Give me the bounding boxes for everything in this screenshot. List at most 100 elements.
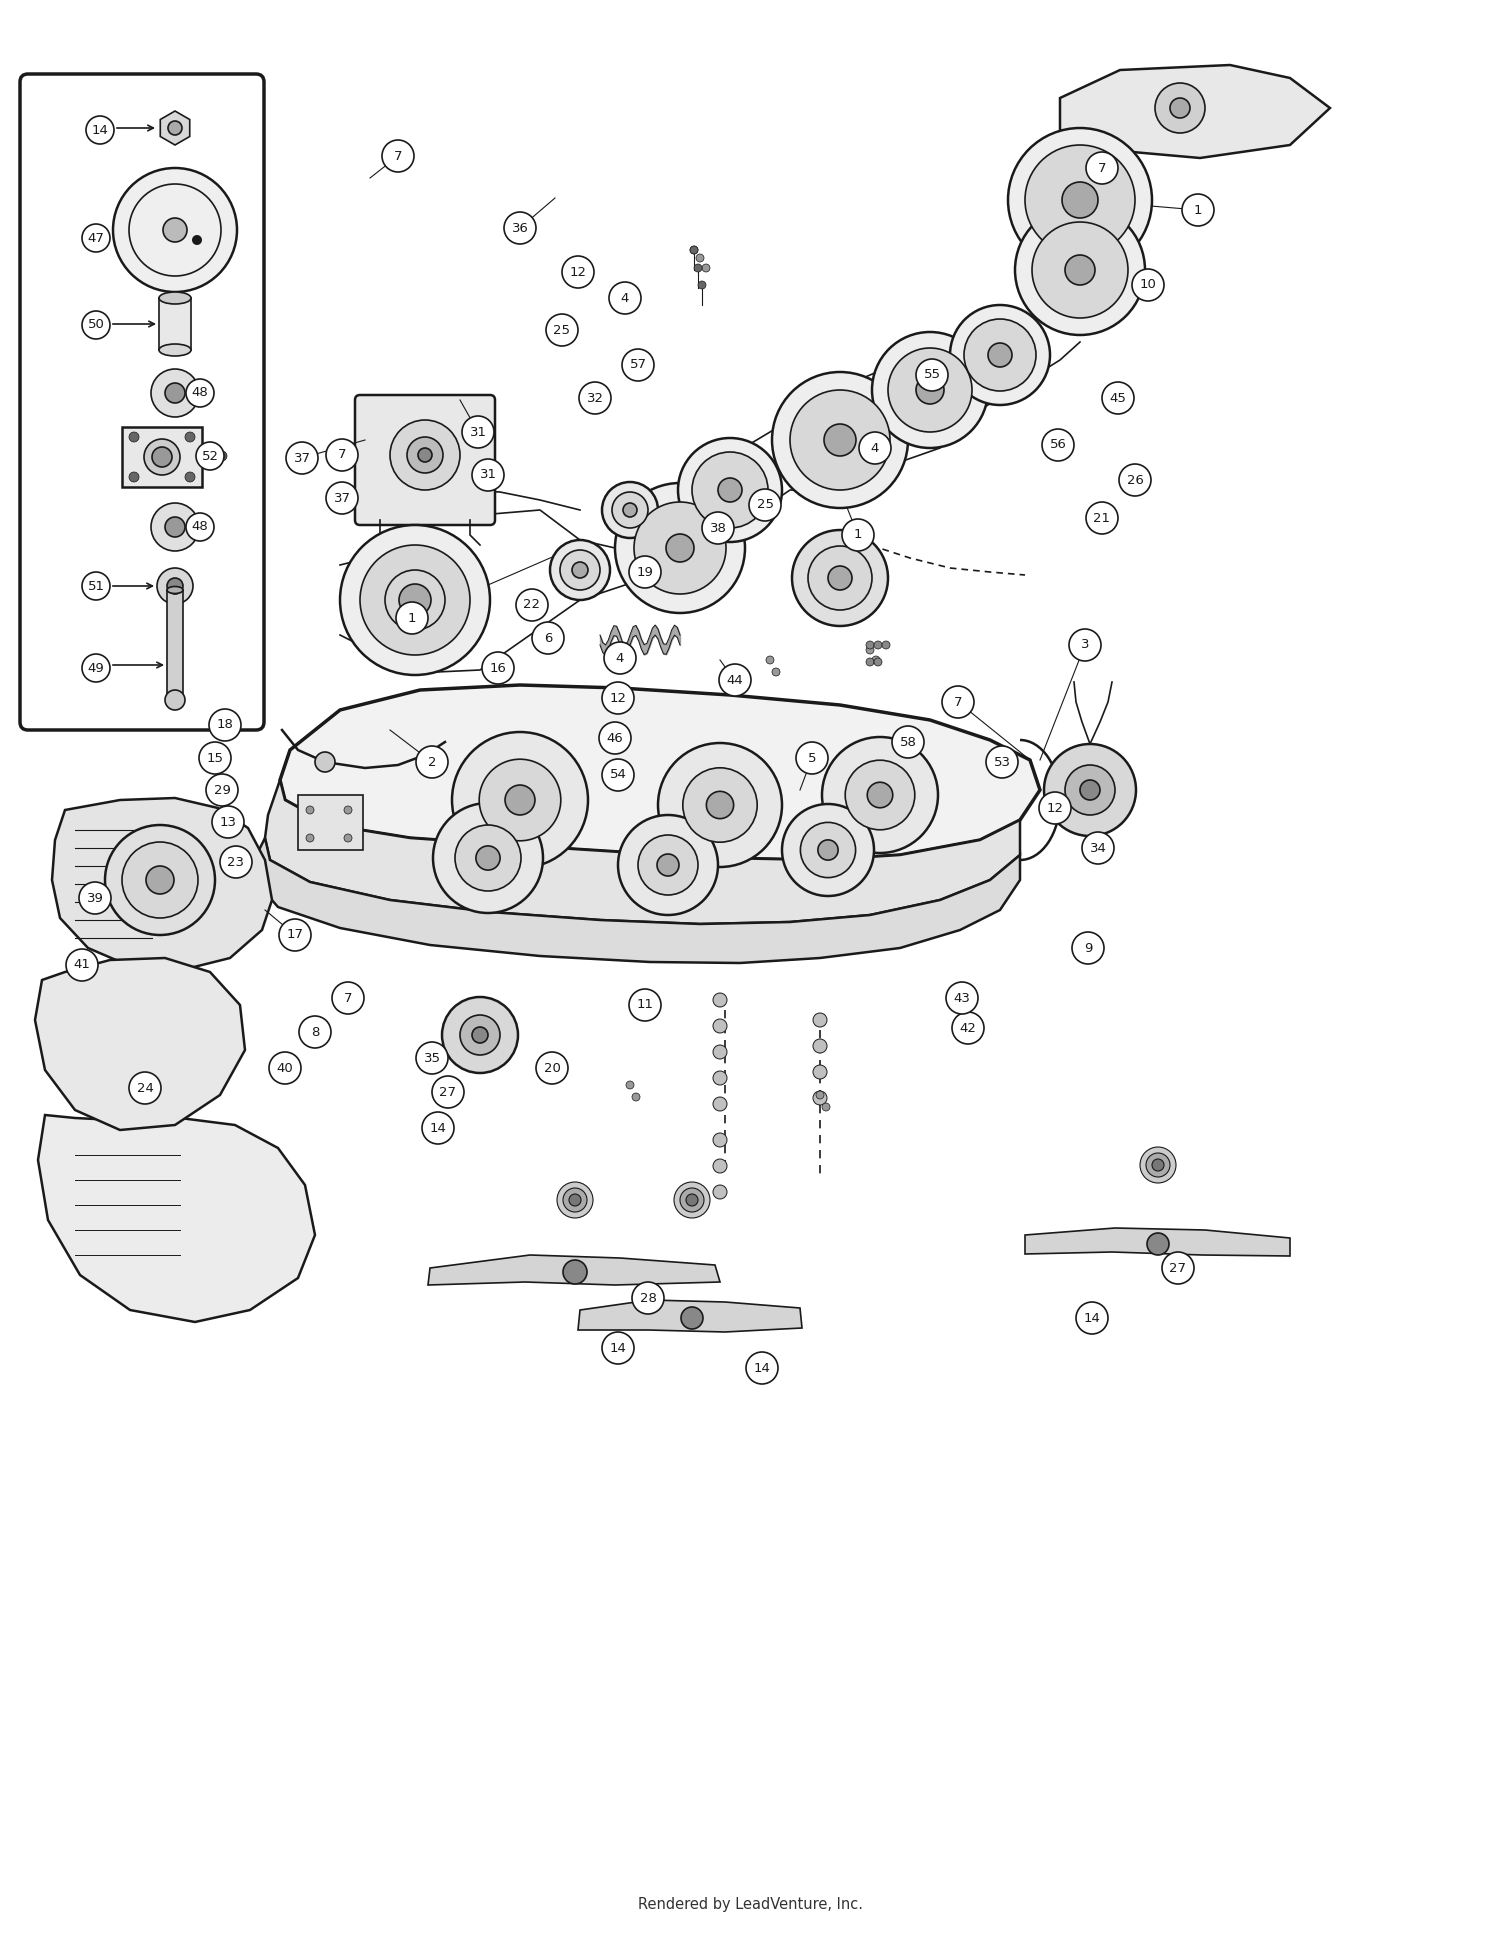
- Text: 7: 7: [344, 992, 352, 1005]
- Circle shape: [206, 774, 238, 806]
- Text: 31: 31: [470, 425, 486, 439]
- Text: 55: 55: [924, 369, 940, 382]
- Text: 22: 22: [524, 598, 540, 611]
- Text: leadventure: leadventure: [382, 786, 818, 854]
- Circle shape: [506, 784, 536, 815]
- Circle shape: [217, 450, 226, 462]
- Text: 1: 1: [853, 528, 862, 542]
- Circle shape: [82, 223, 110, 252]
- Circle shape: [813, 1013, 826, 1027]
- Text: 12: 12: [609, 691, 627, 705]
- Text: 54: 54: [609, 769, 627, 782]
- Circle shape: [472, 458, 504, 491]
- Circle shape: [692, 452, 768, 528]
- Circle shape: [801, 823, 855, 877]
- Text: 46: 46: [606, 732, 624, 745]
- Circle shape: [532, 621, 564, 654]
- Circle shape: [556, 1182, 592, 1219]
- Text: 28: 28: [639, 1291, 657, 1304]
- Circle shape: [399, 584, 430, 615]
- Circle shape: [1070, 629, 1101, 662]
- Text: 10: 10: [1140, 278, 1156, 291]
- Polygon shape: [1024, 1229, 1290, 1256]
- Text: 51: 51: [87, 580, 105, 592]
- Circle shape: [482, 652, 514, 683]
- Text: 7: 7: [338, 448, 346, 462]
- Circle shape: [279, 918, 310, 951]
- Circle shape: [396, 602, 427, 635]
- Circle shape: [824, 423, 856, 456]
- Circle shape: [686, 1194, 698, 1205]
- Text: 20: 20: [543, 1062, 561, 1075]
- Circle shape: [82, 573, 110, 600]
- Circle shape: [165, 516, 184, 538]
- Ellipse shape: [159, 344, 190, 355]
- Circle shape: [1062, 182, 1098, 217]
- Circle shape: [602, 481, 658, 538]
- Circle shape: [712, 994, 728, 1007]
- Circle shape: [865, 646, 874, 654]
- Circle shape: [306, 806, 314, 813]
- Circle shape: [682, 769, 758, 842]
- Circle shape: [1024, 146, 1136, 254]
- Circle shape: [818, 840, 839, 860]
- Circle shape: [628, 990, 662, 1021]
- Circle shape: [638, 835, 698, 895]
- Circle shape: [152, 369, 200, 417]
- Text: 8: 8: [310, 1025, 320, 1038]
- Text: 40: 40: [276, 1062, 294, 1075]
- Circle shape: [674, 1182, 710, 1219]
- Circle shape: [782, 804, 874, 897]
- Bar: [159, 299, 190, 349]
- Circle shape: [152, 446, 172, 468]
- Circle shape: [690, 247, 698, 254]
- Text: 4: 4: [871, 441, 879, 454]
- Circle shape: [340, 524, 490, 675]
- Text: 19: 19: [636, 565, 654, 578]
- Circle shape: [1182, 194, 1214, 225]
- Circle shape: [712, 1071, 728, 1085]
- Circle shape: [82, 654, 110, 681]
- Circle shape: [168, 120, 182, 136]
- Ellipse shape: [159, 291, 190, 305]
- Circle shape: [166, 578, 183, 594]
- Circle shape: [822, 1102, 830, 1110]
- Polygon shape: [255, 839, 1020, 963]
- Text: 29: 29: [213, 784, 231, 796]
- Text: 7: 7: [1098, 161, 1106, 175]
- Circle shape: [1016, 206, 1144, 336]
- Circle shape: [746, 1353, 778, 1384]
- Circle shape: [844, 761, 915, 831]
- Circle shape: [796, 741, 828, 774]
- Circle shape: [568, 1194, 580, 1205]
- Text: 12: 12: [570, 266, 586, 278]
- Circle shape: [790, 390, 889, 489]
- Text: 7: 7: [393, 149, 402, 163]
- Circle shape: [712, 1044, 728, 1060]
- Text: 25: 25: [756, 499, 774, 512]
- Text: 14: 14: [429, 1122, 447, 1134]
- Text: 21: 21: [1094, 512, 1110, 524]
- Circle shape: [122, 842, 198, 918]
- Polygon shape: [38, 1114, 315, 1322]
- Text: 5: 5: [807, 751, 816, 765]
- Circle shape: [129, 472, 140, 481]
- Text: 6: 6: [544, 631, 552, 644]
- Text: 35: 35: [423, 1052, 441, 1064]
- Text: 14: 14: [753, 1361, 771, 1374]
- Circle shape: [1032, 221, 1128, 318]
- Circle shape: [718, 477, 742, 503]
- Circle shape: [952, 1011, 984, 1044]
- Text: 53: 53: [993, 755, 1011, 769]
- Circle shape: [842, 518, 874, 551]
- Circle shape: [964, 318, 1036, 390]
- Circle shape: [1044, 743, 1136, 837]
- Text: 4: 4: [621, 291, 628, 305]
- Circle shape: [562, 1188, 586, 1211]
- Text: 15: 15: [207, 751, 224, 765]
- Circle shape: [1080, 780, 1100, 800]
- Circle shape: [1042, 429, 1074, 462]
- Circle shape: [946, 982, 978, 1013]
- Circle shape: [712, 1097, 728, 1110]
- Text: 58: 58: [900, 736, 916, 749]
